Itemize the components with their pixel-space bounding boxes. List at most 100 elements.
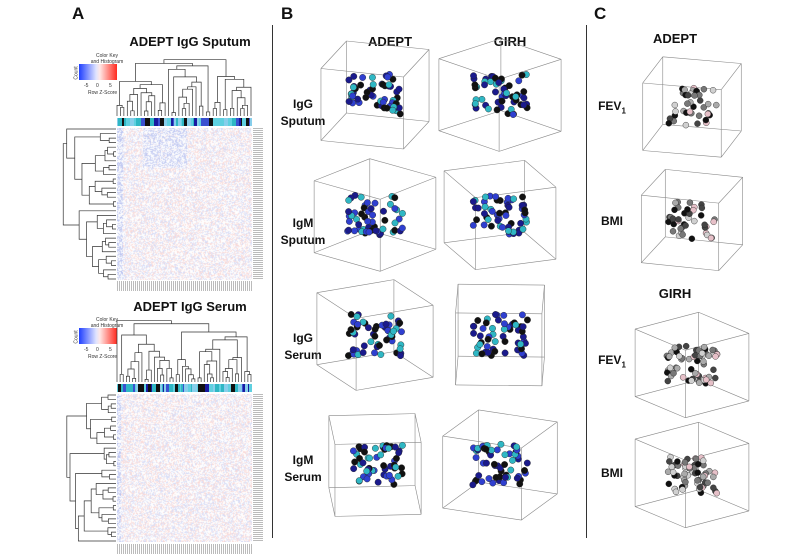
- data-point: [476, 332, 484, 340]
- dendrogram-branch: [225, 377, 230, 382]
- panel-c-adept-fev1-label: FEV1: [592, 98, 632, 119]
- panel-c-girh-fev1-label: FEV1: [592, 352, 632, 373]
- cube-edge: [356, 305, 434, 319]
- dendrogram-branch: [108, 137, 116, 143]
- dendrogram-branch: [181, 108, 187, 116]
- data-point: [523, 459, 531, 467]
- data-point: [700, 473, 707, 480]
- data-point: [480, 221, 488, 229]
- cube-edge: [720, 63, 742, 90]
- color-bar-segment: [150, 118, 154, 126]
- color-bar-segment: [184, 118, 187, 126]
- data-point: [501, 451, 509, 459]
- cube-edge: [642, 124, 664, 151]
- data-point: [488, 208, 496, 215]
- dendrogram-branch: [247, 374, 252, 382]
- data-point: [499, 223, 506, 231]
- dendrogram-branch: [231, 90, 242, 109]
- color-bar-segment: [245, 384, 248, 392]
- data-point: [474, 204, 482, 212]
- dendrogram-branch: [108, 242, 116, 248]
- data-point: [357, 81, 365, 89]
- data-point: [694, 477, 701, 484]
- dendrogram-branch: [157, 109, 163, 116]
- color-bar-segment: [166, 384, 169, 392]
- data-point: [518, 71, 526, 79]
- data-point: [351, 458, 359, 466]
- heatmap-1-col-labels: [117, 281, 252, 291]
- data-point: [377, 351, 385, 358]
- color-bar-segment: [188, 384, 191, 392]
- data-point: [665, 218, 672, 226]
- data-point: [679, 374, 687, 381]
- dendrogram-branch: [127, 368, 135, 379]
- data-point: [472, 454, 480, 461]
- panel-b-row-igg-serum: IgG Serum: [284, 331, 322, 362]
- data-point: [350, 465, 358, 473]
- heatmap-1-color-bar: [117, 118, 252, 126]
- data-point: [469, 481, 477, 489]
- color-bar-segment: [152, 384, 156, 392]
- data-point: [707, 379, 714, 387]
- color-bar-segment: [158, 118, 160, 126]
- data-point: [696, 97, 704, 104]
- heatmap-2-grid: [117, 394, 252, 542]
- data-point: [503, 89, 510, 97]
- dendrogram-branch: [94, 180, 114, 192]
- data-point: [668, 463, 675, 471]
- cube-edge: [541, 357, 545, 386]
- cube-edge: [455, 356, 459, 385]
- data-point: [672, 199, 679, 207]
- data-point: [473, 216, 480, 224]
- scatter-c-0: [642, 56, 742, 158]
- data-point: [713, 489, 720, 497]
- dendrogram-branch: [182, 365, 189, 382]
- color-bar-segment: [224, 384, 228, 392]
- color-bar-segment: [175, 384, 178, 392]
- data-point: [382, 320, 390, 328]
- cube-edge: [328, 487, 336, 517]
- data-point: [362, 94, 370, 101]
- color-bar-segment: [183, 384, 184, 392]
- color-bar-segment: [194, 118, 197, 126]
- data-point: [474, 317, 482, 324]
- data-point: [674, 458, 681, 465]
- data-point: [385, 444, 392, 452]
- data-point: [700, 343, 708, 351]
- data-point: [521, 206, 529, 214]
- data-point: [672, 108, 679, 115]
- dendrogram-branch: [119, 374, 124, 382]
- dendrogram-branch: [140, 92, 153, 116]
- scatter-c-2: [634, 311, 750, 419]
- data-point: [686, 463, 693, 471]
- data-point: [481, 81, 488, 89]
- data-point: [699, 457, 707, 464]
- cube-edge: [641, 194, 719, 204]
- color-key-1-title: Color Key and Histogram: [90, 53, 124, 65]
- data-point: [669, 215, 677, 222]
- cube-edge: [414, 413, 422, 443]
- data-point: [363, 467, 371, 475]
- data-point: [390, 327, 397, 335]
- panel-c-girh-bmi-label: BMI: [592, 465, 632, 482]
- data-point: [671, 101, 679, 109]
- color-bar-segment: [236, 118, 239, 126]
- color-bar-segment: [141, 118, 145, 126]
- data-point: [505, 82, 513, 90]
- dendrogram-branch: [112, 224, 116, 230]
- dendrogram-branch: [88, 186, 114, 205]
- dendrogram-branch: [121, 334, 147, 375]
- color-key-2-bar: [79, 328, 117, 344]
- color-bar-segment: [121, 384, 123, 392]
- dendrogram-branch: [177, 359, 186, 375]
- data-point: [492, 193, 500, 201]
- data-point: [369, 74, 376, 81]
- color-bar-segment: [228, 118, 232, 126]
- dendrogram-branch: [111, 416, 116, 422]
- color-bar-segment: [151, 384, 152, 392]
- color-bar-segment: [127, 384, 129, 392]
- data-point: [691, 92, 698, 99]
- data-point: [707, 234, 715, 242]
- dendrogram-branch: [235, 373, 239, 382]
- data-point: [697, 212, 705, 219]
